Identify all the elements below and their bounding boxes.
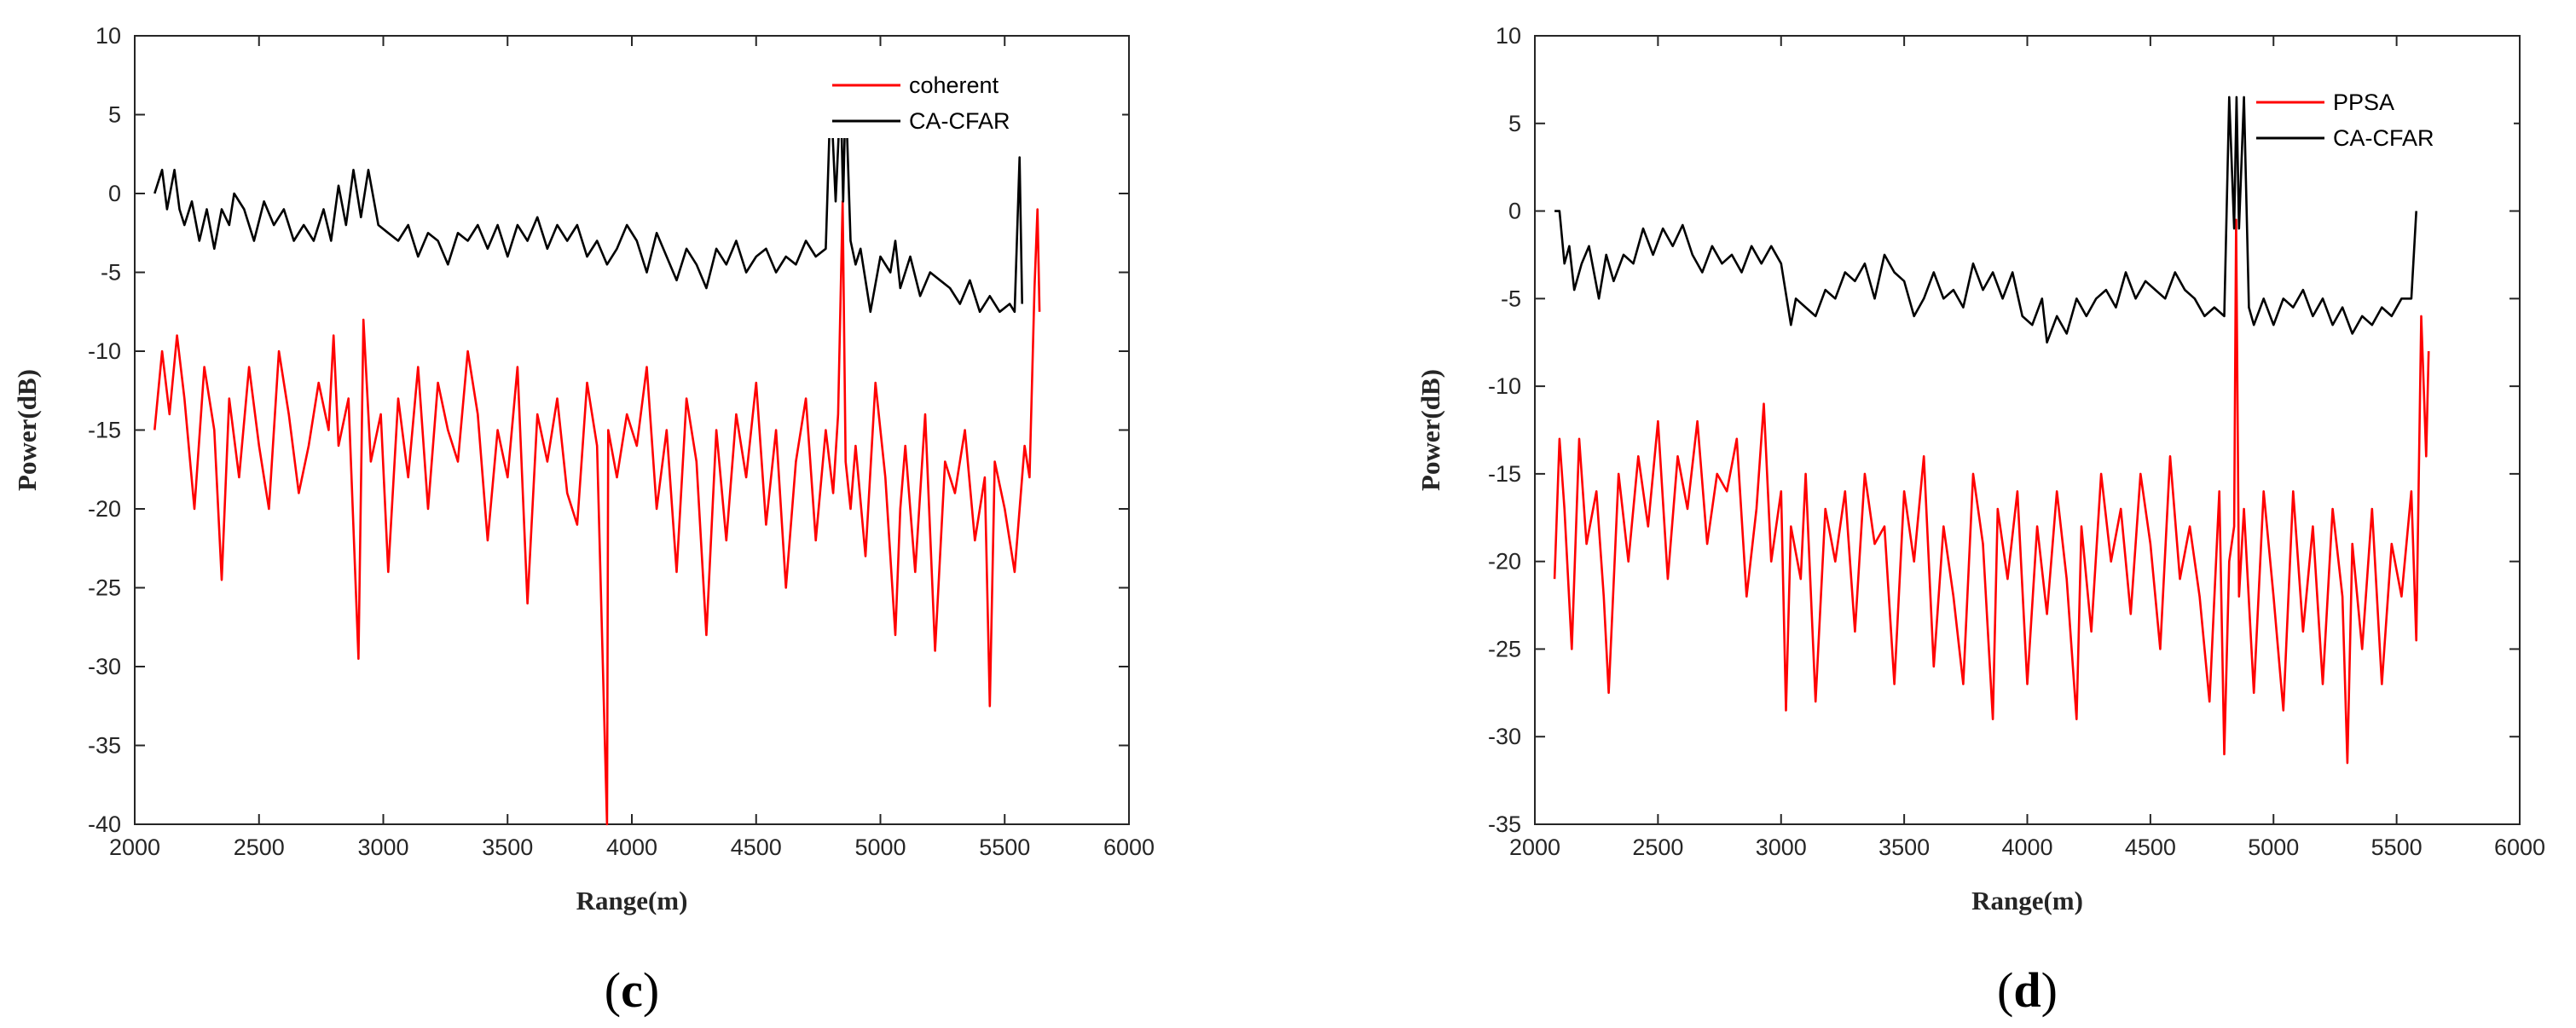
y-tick-label: 5 bbox=[1508, 111, 1521, 136]
x-tick-label: 3500 bbox=[482, 835, 533, 860]
x-tick-label: 5000 bbox=[2248, 835, 2299, 860]
x-tick-label: 4500 bbox=[731, 835, 782, 860]
panel-letter: c bbox=[621, 962, 643, 1018]
panel-paren-close: ) bbox=[643, 962, 659, 1018]
chart-d: 2000 2500 3000 3500 4000 4500 5000 5500 6000 10 5 0… bbox=[1415, 23, 2545, 1018]
legend: coherent CA-CFAR bbox=[827, 66, 1122, 138]
y-tick-label: -30 bbox=[1488, 724, 1521, 749]
panel-paren-open: ( bbox=[1997, 962, 2013, 1018]
y-tick-label: -20 bbox=[88, 496, 121, 522]
panel-paren-close: ) bbox=[2041, 962, 2058, 1018]
y-tick-label: -40 bbox=[88, 811, 121, 837]
x-tick-label: 5500 bbox=[2371, 835, 2423, 860]
legend-label-ca-cfar: CA-CFAR bbox=[2333, 125, 2434, 151]
y-tick-label: -5 bbox=[101, 260, 121, 286]
y-tick-label: 10 bbox=[96, 23, 121, 49]
series-line-ca-cfar bbox=[153, 90, 1023, 314]
x-tick-label: 2500 bbox=[234, 835, 285, 860]
x-tick-label: 6000 bbox=[1103, 835, 1155, 860]
legend-label-coherent: coherent bbox=[909, 72, 999, 98]
y-tick-label: 10 bbox=[1496, 23, 1521, 49]
series-lines bbox=[153, 90, 1041, 826]
series-line-ppsa bbox=[1553, 218, 2430, 765]
x-tick-label: 4000 bbox=[2001, 835, 2052, 860]
y-tick-label: -5 bbox=[1501, 286, 1521, 311]
series-lines bbox=[1553, 95, 2430, 765]
panel-label-c: (c) bbox=[605, 962, 659, 1018]
chart-c: 2000 2500 3000 3500 4000 4500 5000 5500 6000 10 5 0… bbox=[12, 23, 1155, 1018]
y-tick-label: 0 bbox=[108, 181, 121, 206]
x-axis-label: Range(m) bbox=[576, 886, 688, 915]
panel-letter: d bbox=[2013, 962, 2041, 1018]
legend: PPSA CA-CFAR bbox=[2251, 84, 2514, 155]
y-tick-label: -30 bbox=[88, 654, 121, 679]
y-tick-label: -35 bbox=[1488, 811, 1521, 837]
x-tick-label: 2000 bbox=[1509, 835, 1560, 860]
y-tick-label: 5 bbox=[108, 102, 121, 128]
legend-box bbox=[2251, 84, 2514, 155]
legend-label-ca-cfar: CA-CFAR bbox=[909, 108, 1010, 134]
y-tick-label: -15 bbox=[88, 418, 121, 443]
x-tick-label: 3500 bbox=[1878, 835, 1930, 860]
x-tick-label: 4000 bbox=[606, 835, 657, 860]
y-tick-label: -25 bbox=[88, 575, 121, 601]
x-tick-label: 5500 bbox=[979, 835, 1030, 860]
y-tick-label: -35 bbox=[88, 733, 121, 759]
x-tick-label: 3000 bbox=[1756, 835, 1807, 860]
x-tick-label: 2000 bbox=[109, 835, 160, 860]
y-tick-label: -10 bbox=[1488, 373, 1521, 399]
y-axis-label: Power(dB) bbox=[1415, 369, 1445, 491]
x-tick-label: 6000 bbox=[2494, 835, 2545, 860]
panel-paren-open: ( bbox=[605, 962, 621, 1018]
y-tick-label: -10 bbox=[88, 338, 121, 364]
x-tick-label: 5000 bbox=[854, 835, 906, 860]
y-tick-label: -20 bbox=[1488, 549, 1521, 575]
x-tick-label: 2500 bbox=[1632, 835, 1683, 860]
legend-box bbox=[827, 66, 1122, 138]
y-tick-label: 0 bbox=[1508, 199, 1521, 224]
x-tick-label: 3000 bbox=[357, 835, 408, 860]
x-axis-label: Range(m) bbox=[1971, 886, 2083, 915]
y-tick-label: -25 bbox=[1488, 636, 1521, 661]
x-tick-label: 4500 bbox=[2125, 835, 2176, 860]
series-line-coherent bbox=[153, 200, 1041, 826]
y-tick-label: -15 bbox=[1488, 461, 1521, 487]
axis-ticks: 2000 2500 3000 3500 4000 4500 5000 5500 6000 10 5 0… bbox=[88, 23, 1155, 860]
series-line-ca-cfar bbox=[1554, 95, 2417, 344]
legend-label-ppsa: PPSA bbox=[2333, 90, 2394, 115]
y-axis-label: Power(dB) bbox=[12, 369, 42, 491]
axis-ticks: 2000 2500 3000 3500 4000 4500 5000 5500 6000 10 5 0… bbox=[1488, 23, 2545, 860]
panel-label-d: (d) bbox=[1997, 962, 2058, 1018]
